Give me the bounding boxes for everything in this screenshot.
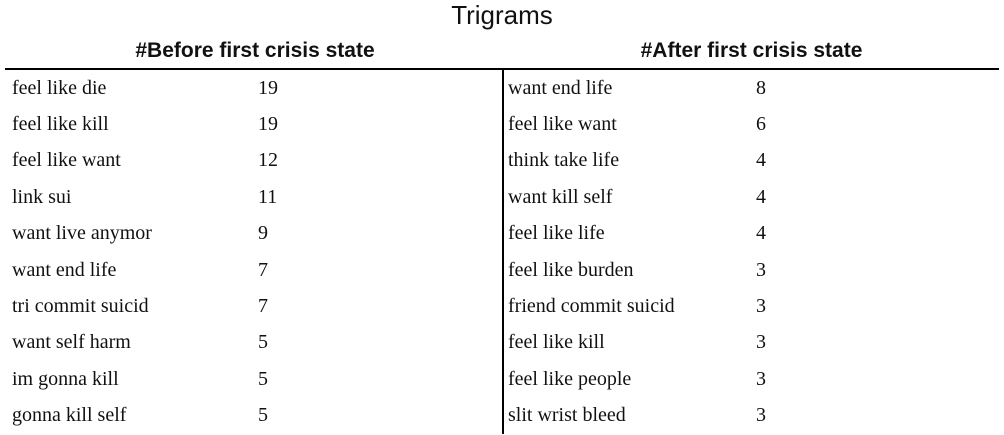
trigram-term: tri commit suicid — [12, 295, 149, 318]
table-row: tri commit suicid 7 — [12, 288, 492, 324]
trigram-term: feel like people — [508, 367, 632, 390]
table-row: feel like kill 19 — [12, 106, 492, 142]
table-row: feel like want 6 — [508, 106, 988, 142]
trigram-term: feel like life — [508, 222, 605, 245]
trigram-count: 4 — [756, 222, 766, 245]
trigram-count: 4 — [756, 185, 766, 208]
table-row: feel like die 19 — [12, 70, 492, 106]
trigram-term: link sui — [12, 185, 72, 208]
trigram-term: feel like kill — [508, 331, 605, 354]
table-row: think take life 4 — [508, 143, 988, 179]
trigram-term: im gonna kill — [12, 367, 119, 390]
trigram-term: friend commit suicid — [508, 295, 675, 318]
trigram-count: 19 — [258, 76, 278, 99]
trigram-term: gonna kill self — [12, 404, 127, 427]
trigram-count: 4 — [756, 149, 766, 172]
table-row: gonna kill self 5 — [12, 398, 492, 434]
table-row: want end life 7 — [12, 252, 492, 288]
trigram-count: 6 — [756, 113, 766, 136]
table-row: want end life 8 — [508, 70, 988, 106]
table-row: im gonna kill 5 — [12, 361, 492, 397]
table-row: feel like burden 3 — [508, 252, 988, 288]
after-trigram-list: want end life 8 feel like want 6 think tak… — [508, 70, 988, 434]
table-row: feel like want 12 — [12, 143, 492, 179]
trigram-count: 7 — [258, 295, 268, 318]
trigram-term: slit wrist bleed — [508, 404, 626, 427]
column-divider — [502, 70, 504, 434]
trigram-count: 5 — [258, 367, 268, 390]
before-trigram-list: feel like die 19 feel like kill 19 feel li… — [12, 70, 492, 434]
table-title: Trigrams — [451, 0, 553, 30]
header-divider — [5, 68, 999, 70]
table-row: feel like life 4 — [508, 216, 988, 252]
table-row: link sui 11 — [12, 179, 492, 215]
trigram-term: feel like die — [12, 76, 107, 99]
trigram-count: 3 — [756, 367, 766, 390]
trigram-term: want kill self — [508, 185, 613, 208]
trigram-count: 3 — [756, 295, 766, 318]
before-column-header: #Before first crisis state — [135, 39, 375, 62]
trigram-term: want self harm — [12, 331, 131, 354]
trigram-count: 3 — [756, 258, 766, 281]
table-row: want self harm 5 — [12, 325, 492, 361]
trigram-count: 8 — [756, 76, 766, 99]
table-row: slit wrist bleed 3 — [508, 398, 988, 434]
trigram-term: want end life — [12, 258, 117, 281]
trigram-term: think take life — [508, 149, 620, 172]
trigram-count: 7 — [258, 258, 268, 281]
trigram-count: 3 — [756, 404, 766, 427]
trigram-count: 11 — [258, 185, 278, 208]
trigram-term: want live anymor — [12, 222, 152, 245]
trigram-term: feel like want — [12, 149, 121, 172]
table-row: feel like kill 3 — [508, 325, 988, 361]
trigram-count: 19 — [258, 113, 278, 136]
trigram-count: 5 — [258, 404, 268, 427]
table-row: feel like people 3 — [508, 361, 988, 397]
trigram-term: feel like burden — [508, 258, 634, 281]
trigram-count: 3 — [756, 331, 766, 354]
trigram-count: 12 — [258, 149, 278, 172]
trigram-count: 9 — [258, 222, 268, 245]
trigram-term: feel like kill — [12, 113, 109, 136]
trigram-term: feel like want — [508, 113, 617, 136]
table-row: friend commit suicid 3 — [508, 288, 988, 324]
table-row: want kill self 4 — [508, 179, 988, 215]
trigram-term: want end life — [508, 76, 613, 99]
trigram-count: 5 — [258, 331, 268, 354]
after-column-header: #After first crisis state — [640, 39, 863, 62]
table-row: want live anymor 9 — [12, 216, 492, 252]
